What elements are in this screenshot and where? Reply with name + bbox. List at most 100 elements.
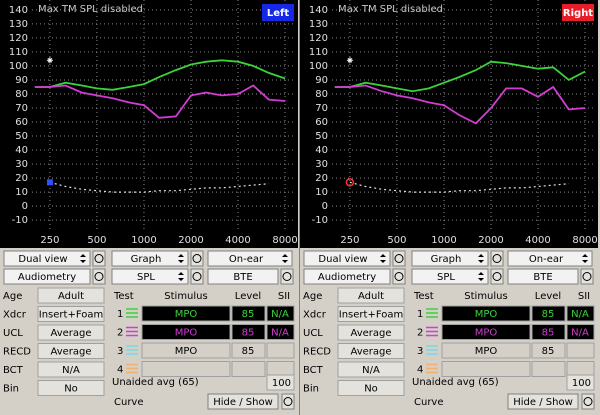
test-level: 85 [542, 328, 555, 339]
marker [345, 178, 355, 187]
dropdown[interactable] [207, 268, 279, 285]
button-icon [192, 272, 202, 281]
ear-badge [262, 4, 294, 21]
test-sii: N/A [271, 328, 289, 339]
marker [46, 57, 53, 64]
setting-value: Average [50, 347, 91, 358]
dropdown[interactable] [207, 250, 293, 267]
level-field [531, 324, 566, 340]
button[interactable] [281, 393, 295, 410]
y-tick-label: 90 [15, 75, 28, 86]
button[interactable] [490, 250, 504, 267]
button[interactable] [580, 268, 594, 285]
stimulus-field [441, 305, 531, 322]
setting-label: Bin [3, 384, 19, 395]
setting-field [337, 361, 405, 378]
dropdown[interactable] [111, 250, 189, 267]
test-stimulus: MPO [475, 309, 498, 320]
dropdown-value: BTE [533, 272, 552, 283]
dropdown[interactable] [3, 268, 91, 285]
button[interactable] [92, 250, 106, 267]
test-level: 85 [242, 309, 255, 320]
curve-label: Curve [114, 397, 144, 408]
button[interactable] [190, 250, 204, 267]
button-icon [283, 397, 293, 406]
curve-button[interactable] [507, 393, 579, 410]
button[interactable] [190, 268, 204, 285]
setting-value: N/A [362, 365, 380, 376]
dropdown-value: Dual view [18, 254, 67, 265]
setting-label: RECD [303, 347, 331, 358]
level-field [231, 361, 266, 377]
sii-field [566, 324, 595, 340]
y-tick-label: 20 [15, 173, 28, 184]
level-field [231, 305, 266, 322]
y-tick-label: 40 [15, 145, 28, 156]
table-header: Test [113, 291, 134, 302]
button[interactable] [92, 268, 106, 285]
sii-field [566, 305, 595, 322]
graph-background [300, 0, 598, 248]
curve-button-label: Hide / Show [513, 397, 573, 408]
button-icon [94, 254, 104, 263]
dropdown-value: BTE [233, 272, 252, 283]
sii-field [566, 342, 595, 359]
dropdown[interactable] [303, 250, 391, 267]
dropdown-arrow [80, 254, 86, 263]
setting-value: Adult [58, 291, 84, 302]
dropdown[interactable] [3, 250, 91, 267]
button[interactable] [392, 268, 406, 285]
setting-field [337, 287, 405, 304]
test-level: 85 [242, 328, 255, 339]
setting-value: Insert+Foam [39, 310, 103, 321]
setting-field [37, 380, 105, 396]
button[interactable] [581, 393, 595, 410]
curve-button[interactable] [207, 393, 279, 410]
dropdown[interactable] [111, 268, 189, 285]
dropdown-value: Audiometry [18, 272, 76, 283]
y-tick-label: 130 [9, 19, 28, 30]
y-tick-label: 130 [309, 19, 328, 30]
y-tick-label: 60 [315, 117, 328, 128]
stimulus-field [141, 361, 231, 377]
dropdown[interactable] [507, 268, 579, 285]
curve [349, 181, 569, 193]
ear-label: Left [267, 8, 290, 19]
unaided-value: 100 [272, 378, 291, 389]
dropdown-value: Dual view [318, 254, 367, 265]
y-tick-label: 50 [15, 131, 28, 142]
button-icon [94, 272, 104, 281]
button[interactable] [280, 268, 294, 285]
x-tick-label: 8000 [272, 235, 297, 246]
test-number: 3 [417, 346, 423, 357]
setting-field [337, 306, 405, 322]
x-tick-label: 1000 [131, 235, 156, 246]
curve [34, 84, 286, 119]
y-tick-label: 80 [315, 89, 328, 100]
marker [346, 57, 353, 64]
dropdown[interactable] [507, 250, 593, 267]
button[interactable] [392, 250, 406, 267]
dropdown[interactable] [303, 268, 391, 285]
table-header: SII [278, 291, 290, 302]
dropdown-value: Graph [431, 254, 462, 265]
y-tick-label: 40 [315, 145, 328, 156]
setting-label: BCT [3, 365, 24, 376]
dropdown-value: Graph [131, 254, 162, 265]
x-tick-label: 250 [40, 235, 59, 246]
dropdown[interactable] [411, 250, 489, 267]
dropdown-arrow [478, 254, 484, 263]
stimulus-field [441, 324, 531, 340]
ear-badge [562, 4, 594, 21]
curve-button-label: Hide / Show [213, 397, 273, 408]
y-tick-label: 0 [322, 201, 328, 212]
dropdown-arrow [380, 254, 386, 263]
button[interactable] [490, 268, 504, 285]
table-header: Stimulus [164, 291, 207, 302]
level-field [531, 361, 566, 377]
y-tick-label: 0 [22, 201, 28, 212]
unaided-field [566, 374, 595, 391]
dropdown[interactable] [411, 268, 489, 285]
y-tick-label: 10 [315, 187, 328, 198]
